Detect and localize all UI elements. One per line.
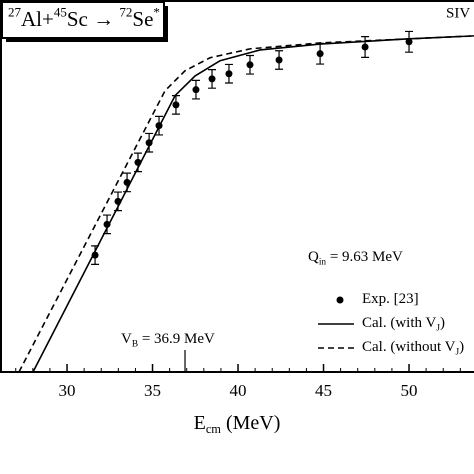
chart-title-sup: 45 <box>54 5 67 20</box>
data-point <box>192 86 200 94</box>
curve <box>32 35 474 373</box>
x-axis-label-part: E <box>194 412 206 434</box>
x-tick-label: 30 <box>59 381 76 400</box>
corner-label: SIV <box>446 5 470 21</box>
data-point <box>275 56 283 64</box>
data-point <box>246 61 254 69</box>
q-value-annotation: Qin​ = 9.63 MeV <box>308 249 403 267</box>
q-value-annotation-part: = 9.63 MeV <box>326 249 403 265</box>
x-axis-label-part: (MeV) <box>221 412 280 434</box>
chart-title-sup: * <box>153 5 160 20</box>
data-point <box>208 75 216 83</box>
title-box <box>1 1 165 39</box>
legend-label-part: ) <box>459 339 464 355</box>
x-axis-label: Ecm​ (MeV) <box>194 412 281 436</box>
chart-title-part: Al+ <box>21 7 54 31</box>
data-point <box>316 50 324 58</box>
barrier-annotation-part: = 36.9 MeV <box>138 331 215 347</box>
legend-label-part: Cal. (with V <box>362 315 436 331</box>
legend-label-part: ) <box>440 315 445 331</box>
data-point <box>172 101 180 109</box>
x-tick-label: 50 <box>401 381 418 400</box>
data-point <box>225 70 233 78</box>
barrier-annotation-part: V <box>121 331 132 347</box>
curve <box>18 35 474 373</box>
q-value-annotation-part: Q <box>308 249 319 265</box>
legend-label-part: Exp. [23] <box>362 291 419 307</box>
q-value-annotation-sub: in <box>319 258 327 268</box>
legend-label-sub: J <box>455 348 459 358</box>
barrier-annotation: VB​ = 36.9 MeV <box>121 331 215 349</box>
x-tick-label: 35 <box>144 381 161 400</box>
chart-title-sup: 72 <box>119 5 132 20</box>
legend-label-part: Cal. (without V <box>362 339 456 355</box>
chart-title-part: Se <box>132 7 153 31</box>
x-tick-label: 45 <box>315 381 332 400</box>
legend-label-sub: J <box>436 324 440 334</box>
x-axis-label-sub: cm <box>206 422 221 436</box>
plot-frame <box>0 0 474 373</box>
chart-title: 27​Al+45​Sc → 72​Se*​ <box>8 5 160 31</box>
legend-label: Cal. (with VJ​) <box>362 315 445 333</box>
x-tick-label: 40 <box>230 381 247 400</box>
data-point <box>405 38 413 46</box>
chart-title-sup: 27 <box>8 5 22 20</box>
barrier-annotation-sub: B <box>132 340 138 350</box>
legend-marker <box>336 296 344 304</box>
legend-label: Cal. (without VJ​) <box>362 339 464 357</box>
legend-label: Exp. [23] <box>362 291 419 307</box>
chart-title-part: Sc → <box>67 7 120 31</box>
data-point <box>361 43 369 51</box>
